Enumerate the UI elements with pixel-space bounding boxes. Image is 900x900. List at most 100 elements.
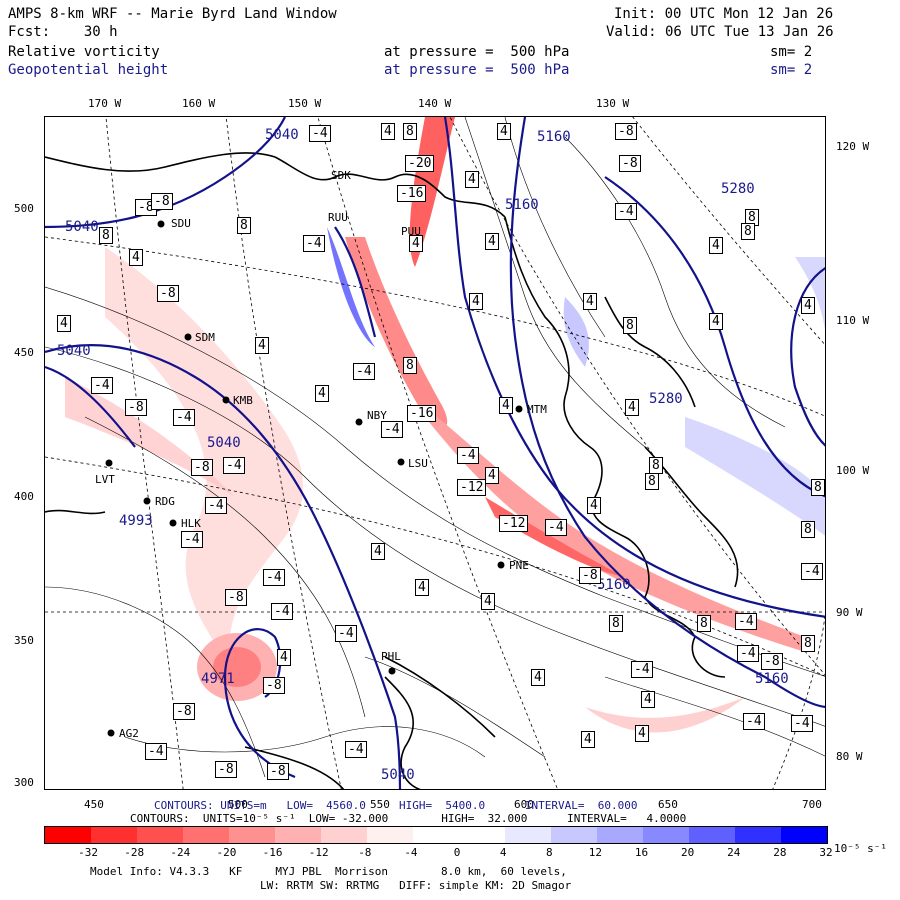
vorticity-contour-label: -4 xyxy=(303,235,325,252)
field1-name: Relative vorticity xyxy=(8,44,160,60)
station-label: PHL xyxy=(381,650,401,663)
right-lon-label: 120 W xyxy=(836,140,870,153)
colorbar-cell xyxy=(413,827,459,843)
vorticity-contour-label: -8 xyxy=(215,761,237,778)
colorbar-tick-label: -16 xyxy=(262,846,283,859)
left-grid-label: 300 xyxy=(14,776,34,789)
colorbar-tick-label: -8 xyxy=(358,846,372,859)
station-label: AG2 xyxy=(119,727,139,740)
vorticity-contour-label: -4 xyxy=(309,125,331,142)
vorticity-contour-label: 4 xyxy=(469,293,483,310)
valid-time: Valid: 06 UTC Tue 13 Jan 26 xyxy=(606,24,834,40)
field1-smoothing: sm= 2 xyxy=(770,44,813,60)
station-label: LSU xyxy=(408,457,428,470)
top-lon-label: 140 W xyxy=(418,97,452,110)
vorticity-contour-label: -4 xyxy=(545,519,567,536)
colorbar-cell xyxy=(689,827,735,843)
vorticity-contour-label: -4 xyxy=(457,447,479,464)
colorbar-cell xyxy=(367,827,413,843)
vorticity-contour-label: 4 xyxy=(409,235,423,252)
vorticity-contour-label: 4 xyxy=(485,467,499,484)
colorbar-cell xyxy=(551,827,597,843)
field2-name: Geopotential height xyxy=(8,62,169,78)
vorticity-contour-label: 8 xyxy=(697,615,711,632)
vorticity-contour-label: -4 xyxy=(181,531,203,548)
forecast-hour: Fcst: 30 h xyxy=(8,24,118,40)
bottom-grid-label: 500 xyxy=(228,798,248,811)
vorticity-contour-label: -8 xyxy=(761,653,783,670)
vorticity-contour-label: 8 xyxy=(403,123,417,140)
colorbar-cell xyxy=(91,827,137,843)
colorbar-tick-label: 20 xyxy=(681,846,695,859)
field1-level: at pressure = 500 hPa xyxy=(384,44,570,60)
vorticity-contour-label: 4 xyxy=(485,233,499,250)
vorticity-contour-label: 4 xyxy=(381,123,395,140)
station-markers xyxy=(105,220,523,737)
station-label: SDM xyxy=(195,331,215,344)
vorticity-contour-label: -4 xyxy=(173,409,195,426)
height-contour-label: 5160 xyxy=(505,197,539,213)
height-contour-label: 4971 xyxy=(201,671,235,687)
init-time: Init: 00 UTC Mon 12 Jan 26 xyxy=(614,6,834,22)
vorticity-contour-label: -8 xyxy=(151,193,173,210)
top-lon-label: 170 W xyxy=(88,97,122,110)
colorbar-cell xyxy=(735,827,781,843)
colorbar-tick-label: -4 xyxy=(404,846,418,859)
vorticity-contour-label: -8 xyxy=(125,399,147,416)
colorbar-unit: 10⁻⁵ s⁻¹ xyxy=(834,842,887,855)
left-grid-label: 400 xyxy=(14,490,34,503)
vorticity-contour-label: 8 xyxy=(645,473,659,490)
bottom-grid-label: 600 xyxy=(514,798,534,811)
vorticity-contour-label: -8 xyxy=(157,285,179,302)
height-contour-label: 5160 xyxy=(597,577,631,593)
vorticity-contour-label: 4 xyxy=(481,593,495,610)
vorticity-contour-label: 8 xyxy=(623,317,637,334)
colorbar-cell xyxy=(183,827,229,843)
vorticity-contour-label: 4 xyxy=(277,649,291,666)
vorticity-contour-label: -8 xyxy=(579,567,601,584)
vorticity-contour-label: -4 xyxy=(801,563,823,580)
vorticity-contour-label: 4 xyxy=(587,497,601,514)
vorticity-contour-label: 4 xyxy=(465,171,479,188)
station-label: SDU xyxy=(171,217,191,230)
left-grid-label: 350 xyxy=(14,634,34,647)
left-grid-label: 500 xyxy=(14,202,34,215)
vorticity-contour-label: -4 xyxy=(91,377,113,394)
vorticity-contour-label: -4 xyxy=(743,713,765,730)
vorticity-contour-label: 4 xyxy=(625,399,639,416)
right-lon-label: 110 W xyxy=(836,314,870,327)
height-contour-label: 5280 xyxy=(721,181,755,197)
vorticity-contour-label: 4 xyxy=(497,123,511,140)
colorbar xyxy=(44,826,828,844)
bottom-grid-label: 650 xyxy=(658,798,678,811)
vorticity-contour-label: -20 xyxy=(405,155,435,172)
station-label: KMB xyxy=(233,394,253,407)
station-label: RDG xyxy=(155,495,175,508)
height-contour-label: 5160 xyxy=(755,671,789,687)
station-label: SDK xyxy=(331,169,351,182)
colorbar-tick-label: 28 xyxy=(773,846,787,859)
vorticity-contour-label: -4 xyxy=(381,421,403,438)
map-panel[interactable]: SDU SDK RUU SDM KMB NBY LVT RDG HLK MTM … xyxy=(44,116,826,790)
height-contour-label: 5160 xyxy=(537,129,571,145)
vorticity-contour-label: -8 xyxy=(619,155,641,172)
vorticity-contour-label: 8 xyxy=(609,615,623,632)
vorticity-contour-label: -12 xyxy=(499,515,529,532)
vorticity-contour-label: 4 xyxy=(581,731,595,748)
colorbar-cell xyxy=(643,827,689,843)
colorbar-cell xyxy=(459,827,505,843)
field2-smoothing: sm= 2 xyxy=(770,62,813,78)
vorticity-contour-label: -4 xyxy=(223,457,245,474)
vorticity-contour-label: -4 xyxy=(735,613,757,630)
vorticity-contour-label: 4 xyxy=(709,313,723,330)
vorticity-contour-label: 4 xyxy=(129,249,143,266)
vorticity-contour-label: -8 xyxy=(173,703,195,720)
vorticity-contour-label: 4 xyxy=(801,297,815,314)
bottom-grid-label: 700 xyxy=(802,798,822,811)
vorticity-contour-label: -4 xyxy=(353,363,375,380)
plot-title: AMPS 8-km WRF -- Marie Byrd Land Window xyxy=(8,6,337,22)
height-contour-label: 5040 xyxy=(381,767,415,783)
field2-level: at pressure = 500 hPa xyxy=(384,62,570,78)
top-lon-label: 150 W xyxy=(288,97,322,110)
vorticity-contour-label: 8 xyxy=(811,479,825,496)
